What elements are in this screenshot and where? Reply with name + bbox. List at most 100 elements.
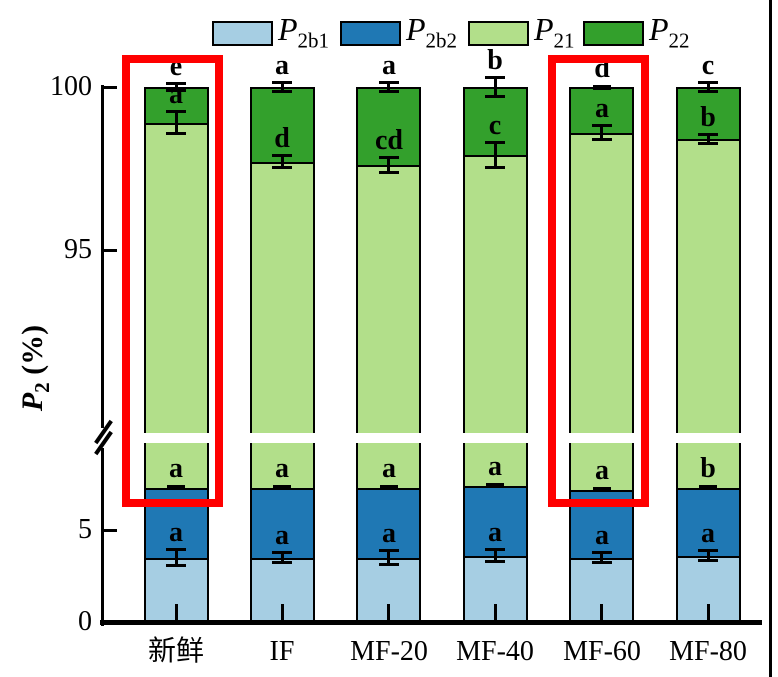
significance-letter-p2b2: a <box>382 453 396 484</box>
error-bar-p22 <box>593 85 611 90</box>
error-bar-p21 <box>600 125 603 139</box>
bar-segment-p21-lower <box>144 443 209 488</box>
x-axis-line <box>100 620 762 625</box>
legend-label-var: P <box>534 11 554 47</box>
significance-letter-p21: b <box>700 102 716 133</box>
x-axis-category-label: MF-60 <box>563 636 641 667</box>
bar-segment-p21-upper <box>356 165 421 433</box>
legend-label: P2b1 <box>278 11 329 51</box>
significance-letter-p21: a <box>169 79 183 110</box>
legend-label-var: P <box>406 11 426 47</box>
error-bar-p2b1 <box>494 549 497 562</box>
bar-segment-p21-lower <box>250 443 315 488</box>
bar-segment-p21-lower <box>356 443 421 488</box>
legend-label-sub: 22 <box>668 28 690 53</box>
y-axis-tick <box>104 529 117 532</box>
figure-right-border <box>769 0 772 677</box>
x-axis-tick <box>387 604 390 620</box>
x-axis-tick <box>494 604 497 620</box>
error-bar-p2b2 <box>486 483 504 488</box>
x-axis-tick <box>175 604 178 620</box>
legend-swatch <box>212 21 273 46</box>
bar-segment-p21-lower <box>676 443 741 488</box>
significance-letter-p2b1: a <box>275 520 289 551</box>
bar-segment-p2b2 <box>356 488 421 558</box>
highlight-rectangle <box>122 55 223 507</box>
error-bar-p21 <box>592 138 612 141</box>
error-bar-p21 <box>281 155 284 168</box>
y-axis-tick-label: 5 <box>78 514 92 545</box>
legend-label-sub: 2b1 <box>297 28 330 53</box>
legend-label: P2b2 <box>406 11 457 51</box>
y-axis-label-sub: 2 <box>30 382 54 393</box>
error-bar-p21 <box>387 157 390 173</box>
error-bar-p21 <box>175 111 178 134</box>
significance-letter-p22: a <box>382 50 396 81</box>
x-axis-tick <box>281 604 284 620</box>
error-bar-p2b2 <box>380 485 398 490</box>
y-axis-tick <box>104 86 117 89</box>
error-bar-p2b1 <box>707 550 710 561</box>
error-bar-p2b1 <box>175 549 178 566</box>
error-bar-p22 <box>707 82 710 92</box>
error-bar-p21 <box>707 134 710 144</box>
error-bar-p22 <box>175 83 178 91</box>
x-axis-category-label: IF <box>269 636 295 667</box>
legend-label: P22 <box>649 12 690 51</box>
significance-letter-p22: b <box>487 45 503 76</box>
y-axis-spine <box>101 85 104 626</box>
legend-swatch <box>340 21 401 46</box>
error-bar-p22 <box>387 82 390 92</box>
x-axis-tick <box>707 604 710 620</box>
significance-letter-p2b1: a <box>382 518 396 549</box>
bar-segment-p21-lower <box>569 443 634 490</box>
bar-segment-p21-upper <box>463 155 528 433</box>
y-axis-label: P2 (%) <box>16 258 54 478</box>
error-bar-p2b2 <box>699 485 717 490</box>
significance-letter-p2b1: a <box>488 517 502 548</box>
bar-segment-p21-lower <box>463 443 528 486</box>
error-bar-p22 <box>281 82 284 92</box>
significance-letter-p2b2: a <box>169 453 183 484</box>
y-axis-tick-label: 95 <box>64 234 92 265</box>
error-bar-p2b1 <box>600 552 603 563</box>
error-bar-p21 <box>494 142 497 168</box>
legend-label-var: P <box>278 11 298 47</box>
legend-label-sub: 21 <box>553 28 575 53</box>
significance-letter-p21: d <box>274 123 290 154</box>
significance-letter-p2b2: a <box>275 453 289 484</box>
error-bar-p22 <box>494 77 497 97</box>
y-axis-label-var: P <box>16 392 49 412</box>
significance-letter-p2b1: a <box>595 520 609 551</box>
significance-letter-p22: a <box>275 50 289 81</box>
error-bar-p2b2 <box>593 487 611 492</box>
y-axis-label-unit: (%) <box>16 324 49 375</box>
x-axis-tick <box>600 604 603 620</box>
legend-label-sub: 2b2 <box>425 28 458 53</box>
bar-segment-p22 <box>250 87 315 162</box>
bar-segment-p21-upper <box>676 139 741 433</box>
x-axis-category-label: 新鲜 <box>147 636 204 667</box>
y-axis-tick-label: 100 <box>50 71 92 102</box>
bar-segment-p21-upper <box>144 123 209 433</box>
x-axis-category-label: MF-40 <box>456 636 534 667</box>
significance-letter-p21: a <box>595 93 609 124</box>
significance-letter-p21: c <box>488 110 502 141</box>
significance-letter-p2b1: a <box>701 518 715 549</box>
x-axis-category-label: MF-80 <box>669 636 747 667</box>
y-axis-tick <box>104 249 117 252</box>
bar-segment-p2b2 <box>676 488 741 556</box>
error-bar-p2b1 <box>281 552 284 563</box>
significance-letter-p2b2: b <box>700 453 716 484</box>
error-bar-p2b1 <box>387 550 390 565</box>
significance-letter-p2b1: a <box>169 517 183 548</box>
significance-letter-p21: cd <box>375 125 403 156</box>
error-bar-p2b2 <box>167 485 185 490</box>
legend-swatch <box>468 21 529 46</box>
significance-letter-p2b2: a <box>595 455 609 486</box>
significance-letter-p2b2: a <box>488 451 502 482</box>
highlight-rectangle <box>548 55 649 507</box>
error-bar-p2b2 <box>273 485 291 490</box>
y-axis-tick-label: 0 <box>78 606 92 637</box>
